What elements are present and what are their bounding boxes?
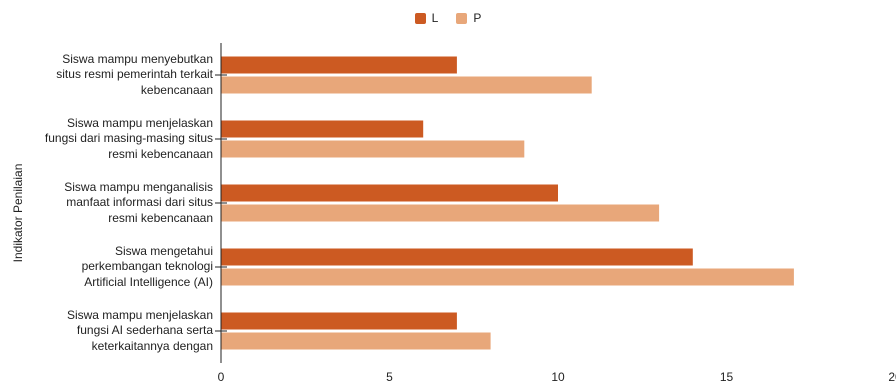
category-label-line: manfaat informasi dari situs [66, 195, 213, 210]
category-label-2: Siswa mampu menjelaskan fungsi dari masin… [13, 116, 213, 163]
category-label-line: resmi kebencanaan [108, 210, 213, 225]
category-label-1: Siswa mampu menyebutkan situs resmi pemer… [13, 52, 213, 99]
x-tick-label-15: 15 [719, 370, 734, 384]
category-label-4: Siswa mengetahui perkembangan teknologi Ar… [13, 244, 213, 291]
category-label-line: situs resmi pemerintah terkait [56, 67, 213, 82]
bar-p-2[interactable] [221, 140, 525, 158]
category-label-line: perkembangan teknologi [81, 259, 213, 274]
bar-l-2[interactable] [221, 120, 424, 138]
category-label-line: Siswa mampu menjelaskan [66, 307, 213, 322]
category-label-line: Siswa mampu menjelaskan [66, 115, 213, 130]
bar-l-4[interactable] [221, 248, 693, 266]
bar-l-3[interactable] [221, 184, 558, 202]
category-label-line: Siswa mengetahui [114, 243, 213, 258]
legend-label-l: L [431, 11, 439, 25]
category-label-3: Siswa mampu menganalisis manfaat informas… [13, 180, 213, 227]
legend-item-l[interactable]: L [414, 11, 439, 25]
category-label-line: resmi kebencanaan [108, 146, 213, 161]
category-label-line: Siswa mampu menyebutkan [62, 51, 213, 66]
category-label-5: Siswa mampu menjelaskan fungsi AI sederha… [13, 308, 213, 355]
legend-item-p[interactable]: P [456, 11, 481, 25]
category-label-line: keterkaitannya dengan [91, 338, 213, 353]
category-label-line: Siswa mampu menganalisis [64, 179, 213, 194]
x-tick-label-5: 5 [386, 370, 393, 384]
x-tick-label-10: 10 [551, 370, 565, 384]
category-label-line: kebencanaan [140, 82, 213, 97]
bar-l-1[interactable] [221, 56, 457, 74]
x-tick-label-0: 0 [217, 370, 225, 384]
bar-p-5[interactable] [221, 332, 491, 350]
category-label-line: Artificial Intelligence (AI) [84, 274, 213, 289]
bar-p-3[interactable] [221, 204, 660, 222]
x-tick-label-20: 20 [888, 370, 896, 384]
bar-p-1[interactable] [221, 76, 592, 94]
legend-swatch-p [456, 12, 468, 24]
bar-p-4[interactable] [221, 268, 794, 286]
category-label-line: fungsi dari masing-masing situs [44, 131, 213, 146]
legend: L P [0, 11, 896, 25]
legend-swatch-l [414, 12, 426, 24]
legend-label-p: P [473, 11, 482, 25]
bar-l-5[interactable] [221, 312, 457, 330]
category-label-line: fungsi AI sederhana serta [76, 323, 213, 338]
